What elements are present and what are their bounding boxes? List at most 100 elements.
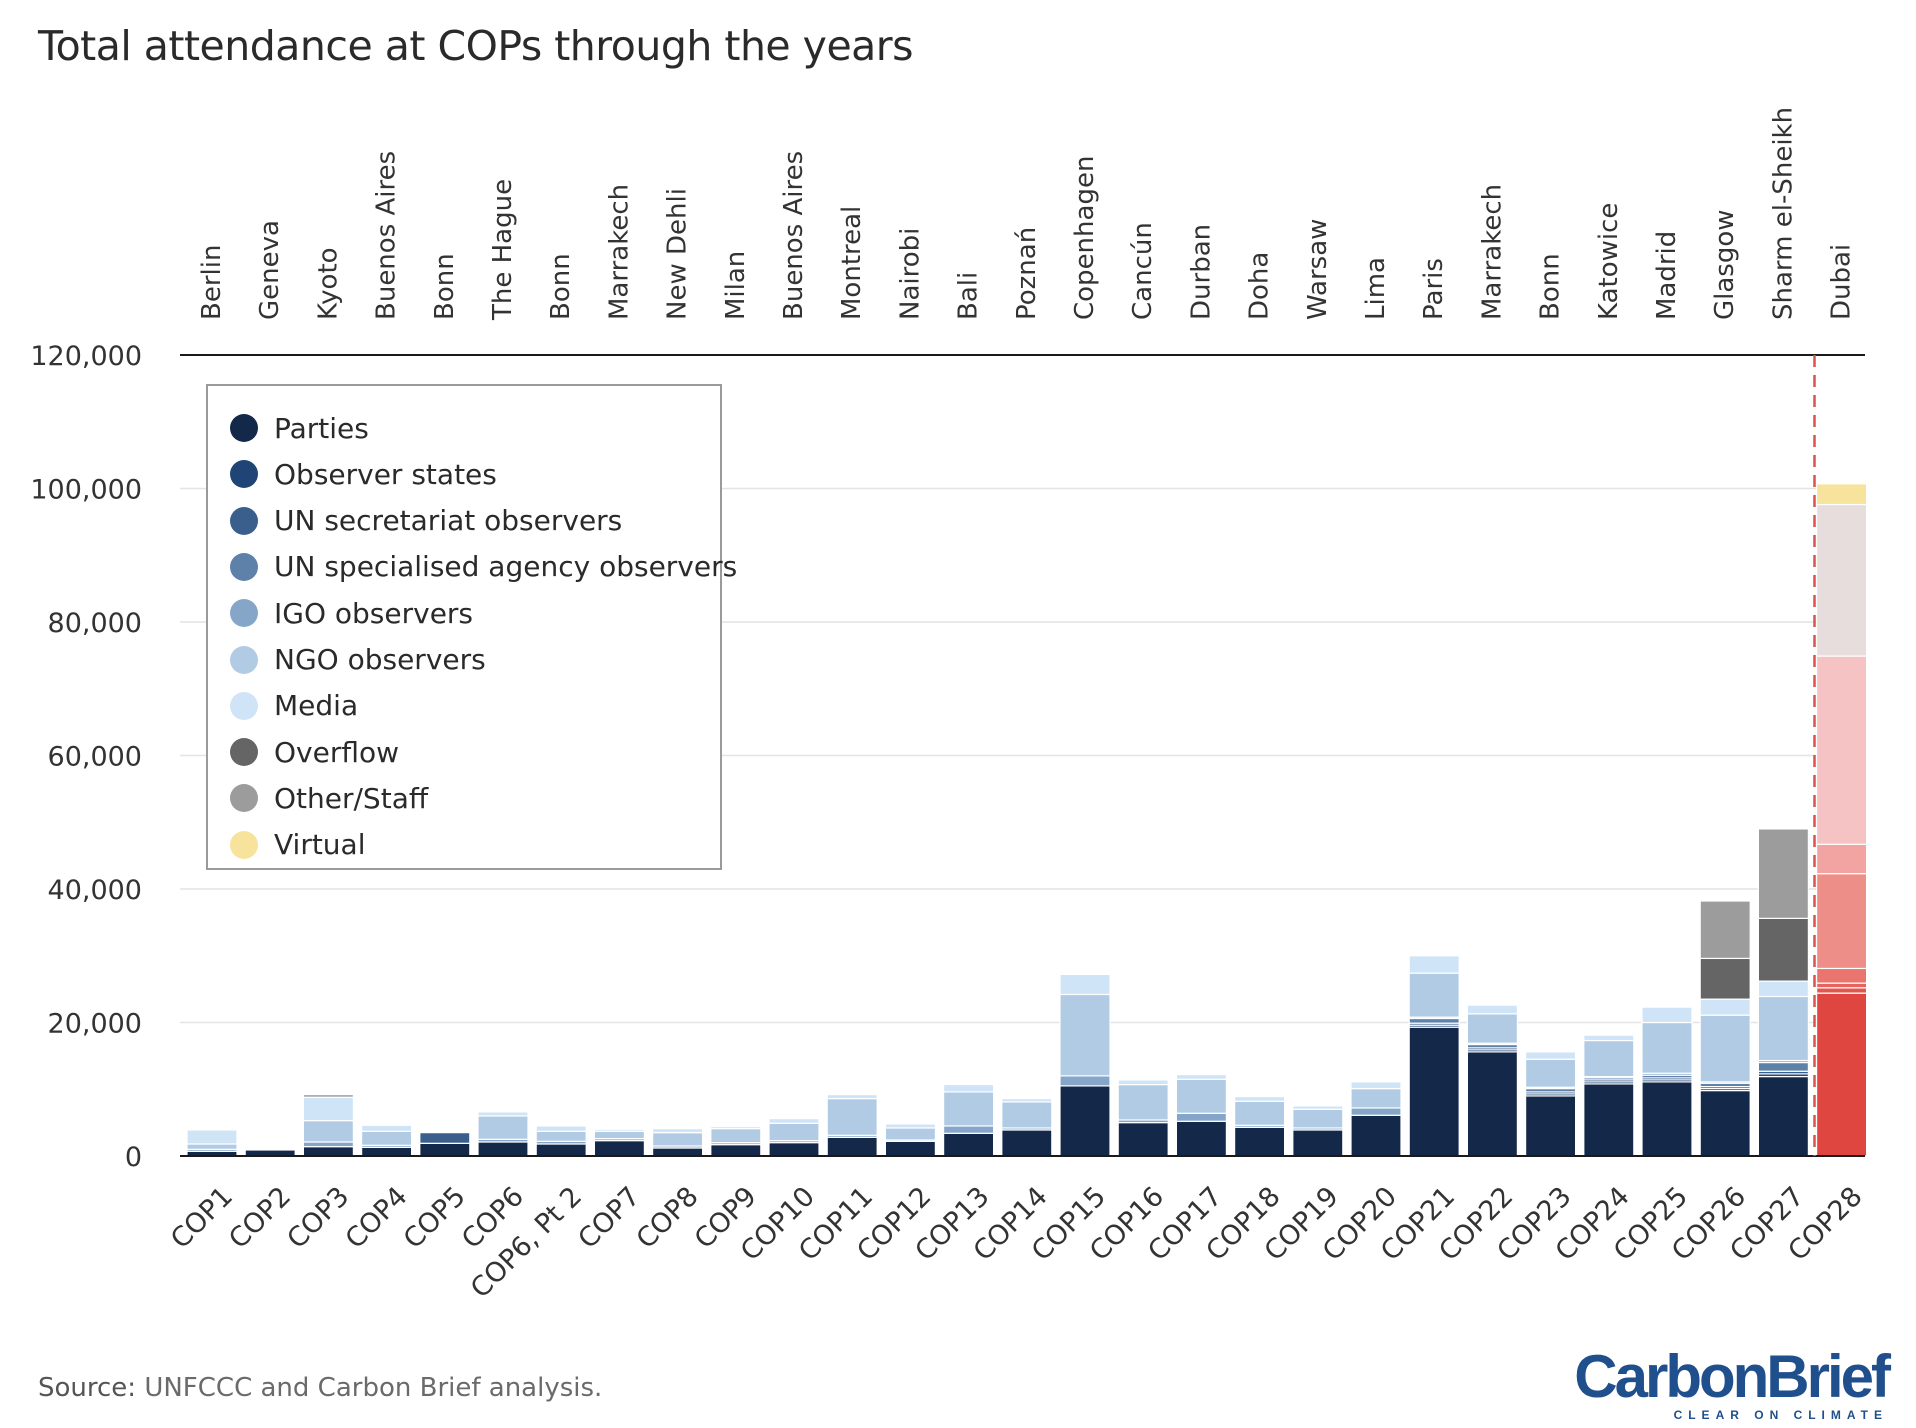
bar-segment-ngo-observers	[1292, 1108, 1344, 1129]
bar-segment-media	[1292, 1105, 1344, 1110]
location-label: Nairobi	[895, 228, 925, 320]
bar-segment-parties	[1641, 1081, 1693, 1157]
legend-item: Virtual	[230, 825, 366, 865]
bar-segment-virtual	[1815, 483, 1868, 506]
location-label: Lima	[1361, 257, 1391, 320]
location-label: New Dehli	[663, 188, 693, 320]
bar-segment-parties	[1117, 1122, 1169, 1157]
bar-segment-igo-observers	[302, 1141, 354, 1148]
bar-segment-media	[1641, 1006, 1693, 1024]
bar-segment-parties	[651, 1147, 704, 1157]
bar-segment-media	[826, 1093, 878, 1100]
legend-label: NGO observers	[274, 643, 486, 676]
x-tick-label: COP7	[572, 1181, 646, 1255]
bar-segment-parties	[593, 1140, 646, 1157]
bar-segment-ngo-observers	[768, 1122, 820, 1142]
location-label: Doha	[1245, 252, 1275, 320]
bar-segment-ngo-observers	[361, 1130, 413, 1146]
location-label: Montreal	[837, 206, 867, 320]
bar-segment-media	[361, 1124, 413, 1132]
y-tick-label: 80,000	[48, 608, 142, 639]
legend-label: Overflow	[274, 735, 400, 769]
source-note: Source: UNFCCC and Carbon Brief analysis…	[38, 1373, 602, 1403]
bar-segment-ngo-observers	[1757, 995, 1810, 1062]
bar-segment-parties	[768, 1142, 820, 1157]
bar-segment-un-specialised-agency-observers	[1815, 967, 1868, 984]
location-label: Durban	[1186, 224, 1216, 320]
location-label: Buenos Aires	[372, 151, 402, 320]
bar-segment-media	[1059, 973, 1111, 996]
bar-segment-igo-observers	[942, 1125, 995, 1134]
bar-segment-ngo-observers	[1059, 993, 1111, 1077]
bar-segment-igo-observers	[1059, 1075, 1111, 1087]
legend-item: Other/Staff	[230, 778, 428, 818]
logo-wordmark: CarbonBrief	[1574, 1343, 1891, 1410]
location-label: The Hague	[488, 179, 518, 321]
bar-segment-media	[477, 1111, 529, 1117]
location-labels: Berlin Geneva Kyoto Buenos Aires Bonn The Hag…	[197, 107, 1857, 321]
bar-segment-media	[302, 1096, 354, 1122]
bar-segment-media	[1699, 998, 1751, 1016]
bar-segment-ngo-observers	[942, 1091, 995, 1127]
bar-segment-ngo-observers	[1175, 1078, 1228, 1114]
location-label: Bonn	[430, 253, 460, 320]
bar-segment-parties	[419, 1142, 471, 1157]
bar-segment-parties	[1524, 1095, 1577, 1157]
bar-segment-overflow	[1757, 917, 1810, 982]
x-tick-label: COP3	[281, 1181, 355, 1255]
chart-title: Total attendance at COPs through the yea…	[38, 22, 914, 70]
bar-segment-parties	[1757, 1075, 1810, 1157]
bar-segment-observer-states	[1815, 987, 1868, 994]
location-label: Bali	[954, 272, 984, 320]
location-label: Copenhagen	[1070, 156, 1100, 320]
bar-segment-media	[768, 1118, 820, 1124]
legend-swatch	[230, 552, 258, 581]
bar-segment-ngo-observers	[593, 1130, 646, 1140]
bar-segment-parties	[1059, 1085, 1111, 1157]
location-label: Cancún	[1128, 222, 1158, 320]
legend-label: Media	[274, 689, 359, 723]
bar-segment-other-staff	[1815, 503, 1868, 657]
bar-segment-media	[651, 1128, 704, 1134]
legend: Parties Observer states UN secretariat obs…	[206, 384, 737, 870]
bar-segment-un-secretariat-observers	[1815, 982, 1868, 989]
legend-swatch	[230, 645, 258, 674]
bar-segment-media	[535, 1125, 587, 1132]
location-label: Poznań	[1012, 227, 1042, 320]
bar-segment-media	[1117, 1079, 1169, 1086]
legend-item: Observer states	[230, 454, 497, 494]
legend-item: UN secretariat observers	[230, 501, 622, 541]
location-label: Bonn	[546, 253, 576, 320]
location-label: Kyoto	[313, 247, 343, 320]
legend-item: Overflow	[230, 732, 399, 772]
legend-label: Other/Staff	[274, 781, 429, 815]
legend-label: Parties	[274, 411, 369, 445]
source-label: Source:	[38, 1373, 137, 1403]
bar-segment-ngo-observers	[884, 1127, 937, 1141]
bar-segment-parties	[710, 1144, 762, 1157]
legend-swatch	[230, 599, 258, 628]
bars	[186, 483, 1868, 1157]
bar-segment-media	[1815, 655, 1868, 845]
location-label: Milan	[721, 251, 751, 320]
y-tick-label: 120,000	[30, 341, 142, 372]
location-label: Geneva	[255, 220, 285, 320]
bar-segment-ngo-observers	[1233, 1100, 1286, 1126]
chart-overlay	[180, 355, 1865, 1157]
bar-segment-igo-observers	[1350, 1107, 1402, 1116]
bar-segment-ngo-observers	[1350, 1087, 1402, 1109]
bar-segment-ngo-observers	[826, 1097, 878, 1136]
source-text: UNFCCC and Carbon Brief analysis.	[144, 1373, 603, 1403]
location-label: Buenos Aires	[779, 151, 809, 320]
bar-segment-ngo-observers	[186, 1143, 238, 1150]
bar-segment-un-secretariat-observers	[419, 1132, 471, 1144]
bar-segment-media	[593, 1128, 646, 1132]
legend-label: IGO observers	[274, 596, 474, 630]
bar-segment-ngo-observers	[1466, 1013, 1519, 1044]
bar-segment-media	[1757, 980, 1810, 998]
bar-segment-un-specialised-agency-observers	[1757, 1061, 1810, 1072]
bar-segment-parties	[361, 1146, 413, 1157]
legend-label: UN secretariat observers	[274, 504, 623, 538]
legend-label: Observer states	[274, 457, 497, 491]
